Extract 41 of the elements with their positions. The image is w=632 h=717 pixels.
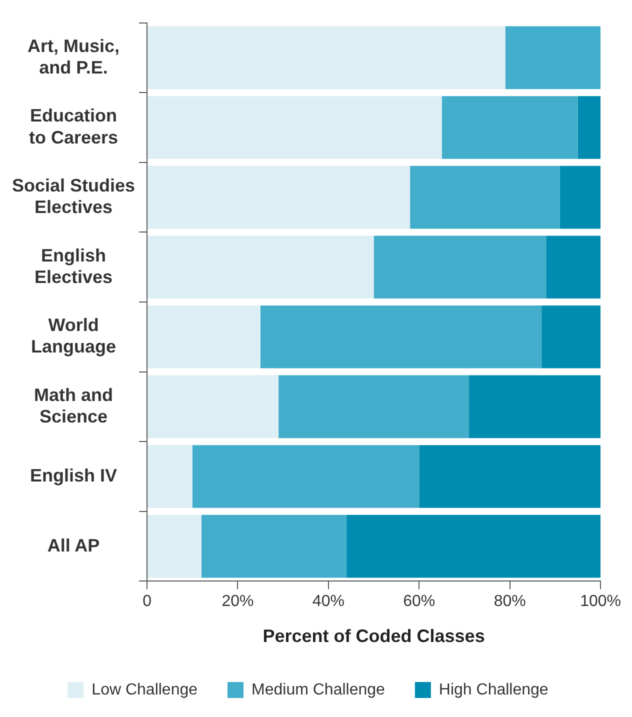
bar	[148, 166, 410, 229]
legend-label: Medium Challenge	[252, 681, 386, 698]
bar	[419, 445, 601, 508]
y-tick-label: Social Studies Electives	[12, 175, 136, 218]
x-tick-label: 60%	[403, 593, 436, 610]
bar	[148, 96, 442, 159]
x-tick-label: 80%	[494, 593, 526, 610]
bar	[148, 305, 260, 368]
bar	[410, 166, 560, 229]
bar	[148, 375, 279, 438]
y-tick-label: Art, Music, and P.E.	[28, 36, 120, 78]
legend-label: High Challenge	[438, 681, 548, 698]
x-tick-label: 0	[142, 593, 152, 610]
bar	[560, 166, 601, 229]
bar	[148, 514, 202, 578]
bar	[148, 26, 506, 90]
y-tick-label: Math and Science	[34, 384, 114, 426]
bar	[469, 375, 601, 438]
bar	[505, 26, 601, 90]
bar	[442, 96, 578, 159]
bar	[546, 236, 601, 299]
bar	[260, 305, 542, 368]
bar	[346, 514, 601, 578]
bar	[374, 236, 546, 299]
y-tick-label: World Language	[31, 315, 116, 357]
y-tick-label: English Electives	[34, 245, 113, 287]
x-tick-label: 100%	[580, 593, 621, 610]
bar	[148, 445, 192, 508]
bar	[578, 96, 601, 159]
legend-label: Low Challenge	[92, 681, 198, 698]
y-tick-label: All AP	[47, 535, 100, 556]
bar	[278, 375, 470, 438]
x-tick-label: 20%	[222, 593, 254, 610]
bar	[148, 236, 374, 299]
bar	[192, 445, 420, 508]
y-tick-label: English IV	[30, 465, 118, 486]
x-axis-title: Percent of Coded Classes	[262, 626, 485, 646]
x-tick-label: 40%	[312, 593, 344, 610]
bar	[542, 305, 601, 368]
y-tick-label: Education to Careers	[28, 106, 118, 148]
bar	[201, 514, 347, 578]
